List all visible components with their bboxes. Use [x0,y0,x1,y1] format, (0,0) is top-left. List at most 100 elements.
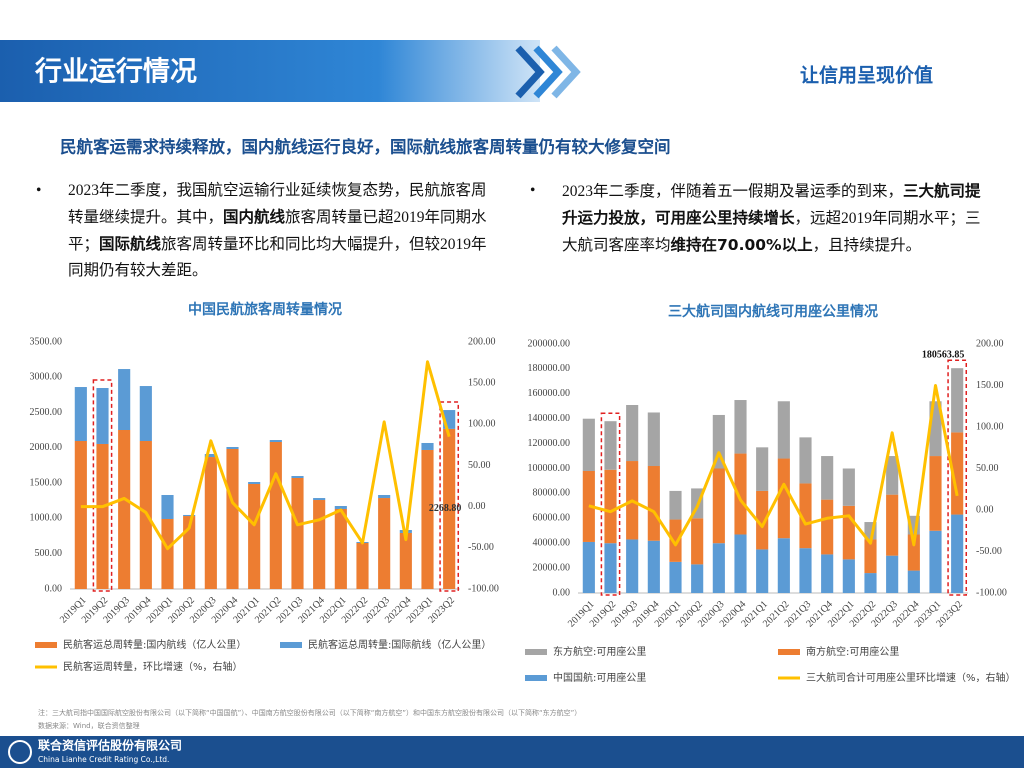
chevron [515,45,545,99]
bar [842,468,855,506]
bar [669,519,682,562]
bar [204,453,217,458]
bar [821,456,834,500]
y2-tick-label: 0.00 [976,504,994,515]
bar [821,499,834,555]
y-tick-label: 60000.00 [533,513,571,524]
legend-label: 南方航空:可用座公里 [806,645,899,658]
bar [929,530,942,593]
y2-tick-label: 0.00 [468,501,486,512]
note: 数据来源：Wind，联合资信整理 [38,721,140,730]
bar [313,498,326,501]
bar [864,539,877,574]
bar [74,387,87,442]
highlight-frame [92,379,113,592]
legend-swatch [35,642,57,648]
bar [204,457,217,589]
highlight-frame [600,412,621,596]
y2-tick-label: 100.00 [468,419,496,430]
bullet-run: 2023年二季度，我国航空运输行业延续恢复态势，民航旅客周转量继续提升。其中， [68,182,487,226]
y-tick-label: 160000.00 [528,388,571,399]
bar [756,490,769,550]
bar [334,506,347,509]
bar [291,476,304,478]
y2-tick-label: 50.00 [468,460,491,471]
y-tick-label: 140000.00 [528,413,571,424]
bar [842,559,855,593]
bar [582,418,595,471]
bar [248,483,261,589]
y2-tick-label: 150.00 [976,380,1004,391]
bar [226,447,239,449]
chart-title: 三大航司国内航线可用座公里情况 [668,303,878,320]
chevron [551,45,581,99]
bullet-run: 旅客周转量环比和同比均大幅提升，但较2019年同期仍有较大差距。 [68,236,487,279]
bar [582,541,595,593]
bar [886,494,899,556]
legend-label: 民航客运总周转量:国内航线（亿人公里） [63,638,246,651]
bar [712,468,725,544]
y-tick-label: 1500.00 [30,477,63,488]
y2-tick-label: 50.00 [976,463,999,474]
bar [929,456,942,531]
bar [647,412,660,467]
y2-tick-label: -100.00 [468,583,499,594]
bar [443,428,456,589]
bar [886,555,899,593]
y-tick-label: 2500.00 [30,407,63,418]
y-tick-label: 80000.00 [533,488,571,499]
y-tick-label: 120000.00 [528,438,571,449]
y-tick-label: 1000.00 [30,513,63,524]
bar [604,543,617,593]
y2-tick-label: -50.00 [976,546,1002,557]
bar [799,483,812,549]
legend-swatch [525,675,547,681]
bar [313,500,326,589]
bar [886,456,899,495]
y-tick-label: 3500.00 [30,336,63,347]
bar [756,447,769,491]
bar [399,532,412,589]
bar [421,449,434,589]
bar [691,564,704,593]
bar [626,539,639,593]
y2-tick-label: 100.00 [976,421,1004,432]
y-tick-label: 0.00 [45,583,63,594]
bar [951,432,964,515]
bar [799,437,812,484]
bullet: • 2023年二季度，我国航空运输行业延续恢复态势，民航旅客周转量继续提升。其中，… [36,182,487,279]
y-tick-label: 2000.00 [30,442,63,453]
y-tick-label: 3000.00 [30,372,63,383]
header-title: 行业运行情况 [34,56,197,88]
bar [183,514,196,517]
bullet-run: 国际航线 [99,235,162,253]
y2-tick-label: -50.00 [468,542,494,553]
legend-swatch [280,642,302,648]
bullet-run: 2023年二季度，伴随着五一假期及暑运季的到来， [562,183,904,200]
data-label: 180563.85 [922,349,965,360]
bar [269,441,282,589]
y2-tick-label: 200.00 [468,336,496,347]
bar [118,430,131,589]
slogan: 让信用呈现价值 [800,64,933,87]
legend-label: 东方航空:可用座公里 [553,645,646,658]
legend-label: 民航客运总周转量:国际航线（亿人公里） [308,638,491,651]
bar [951,514,964,593]
subtitle: 民航客运需求持续释放，国内航线运行良好，国际航线旅客周转量仍有较大修复空间 [60,137,671,157]
bar [161,494,174,519]
bar [626,405,639,462]
y-tick-label: 100000.00 [528,463,571,474]
bullet-run: ，远超2019年同期水平；三大航司客座率均 [562,210,981,254]
footer-company-en: China Lianhe Credit Rating Co.,Ltd. [38,755,169,764]
bar [248,482,261,484]
highlight-frame [947,359,968,596]
bar [604,469,617,544]
bar [269,440,282,442]
chevron [533,45,563,99]
bar [378,498,391,589]
bar [356,542,369,589]
bar [756,549,769,593]
bar [669,561,682,593]
bar [161,518,174,589]
